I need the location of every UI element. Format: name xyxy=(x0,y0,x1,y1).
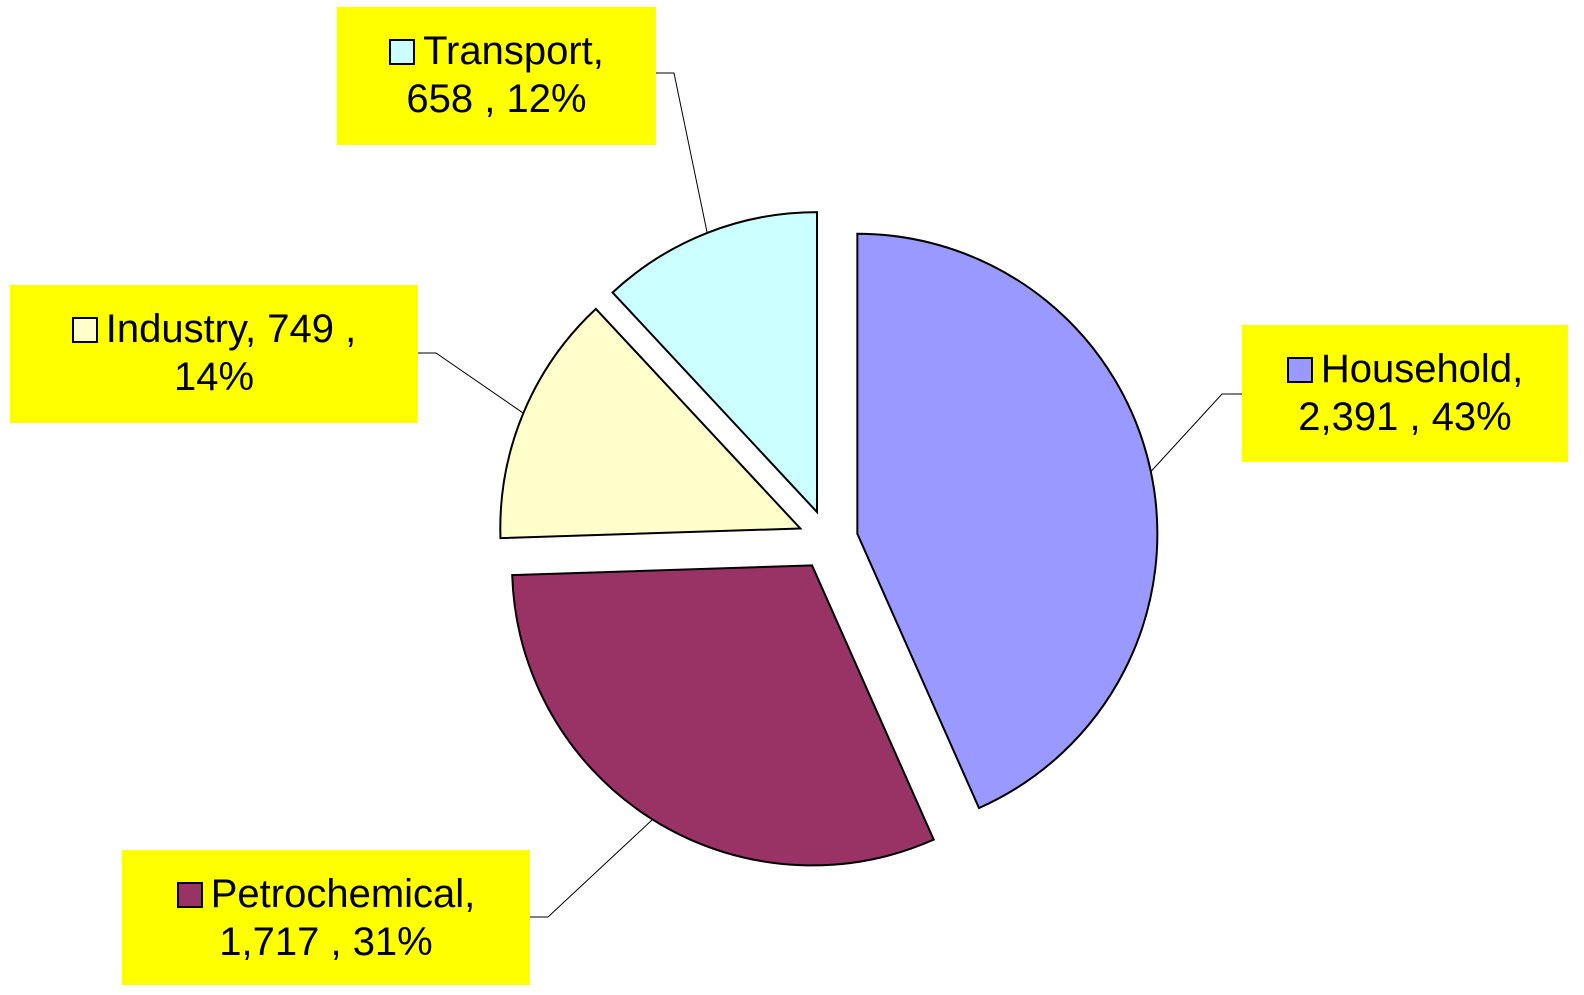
category-label: Petrochemical xyxy=(211,872,476,916)
leader-line xyxy=(656,72,708,234)
pie-slice xyxy=(511,564,936,867)
leader-line xyxy=(1150,393,1242,472)
category-label: Industry xyxy=(106,307,268,351)
category-label: Household xyxy=(1321,347,1523,391)
percent-label: 43% xyxy=(1431,395,1512,439)
percent-label: 14% xyxy=(173,355,255,399)
data-label: Petrochemical1,71731% xyxy=(122,850,530,985)
value-label: 2,391 xyxy=(1298,395,1431,439)
data-label: Household2,39143% xyxy=(1242,325,1568,462)
percent-label: 31% xyxy=(352,920,433,964)
legend-swatch xyxy=(176,882,203,908)
legend-swatch xyxy=(1286,357,1313,383)
value-label: 658 xyxy=(406,77,506,121)
leader-line xyxy=(530,819,653,918)
leader-line xyxy=(418,352,524,414)
data-label: Transport65812% xyxy=(337,7,656,145)
data-label: Industry749 14% xyxy=(10,285,418,423)
percent-label: 12% xyxy=(506,77,587,121)
category-label: Transport xyxy=(423,29,604,73)
pie-slice xyxy=(499,307,803,540)
pie-slice xyxy=(856,232,1159,810)
value-label: 1,717 xyxy=(219,920,352,964)
value-label: 749 xyxy=(267,307,356,351)
legend-swatch xyxy=(71,317,98,343)
legend-swatch xyxy=(389,39,416,65)
